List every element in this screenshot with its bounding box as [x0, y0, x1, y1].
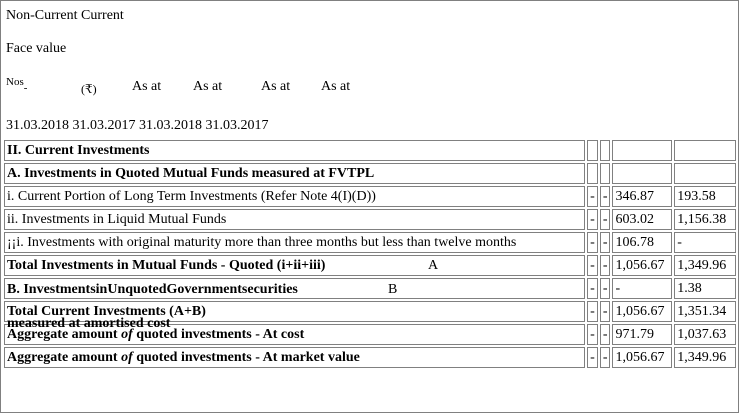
- cell-noncurrent-2017: -: [599, 186, 611, 207]
- table-row: Aggregate amount of quoted investments -…: [4, 324, 736, 345]
- cell-current-2018: 971.79: [612, 324, 673, 345]
- cell-current-2017: [674, 163, 736, 184]
- header-as-at-4: As at: [321, 79, 351, 94]
- cell-current-2018: 603.02: [612, 209, 673, 230]
- row-label-line-2: measured at amortised cost: [7, 316, 171, 331]
- row-label: Aggregate amount of quoted investments -…: [4, 324, 586, 345]
- table-row: A. Investments in Quoted Mutual Funds me…: [4, 163, 736, 184]
- row-label-part: Aggregate amount: [7, 350, 122, 365]
- cell-noncurrent-2018: -: [587, 232, 598, 253]
- cell-noncurrent-2017: [599, 140, 611, 161]
- cell-noncurrent-2017: [599, 163, 611, 184]
- cell-noncurrent-2017: -: [599, 209, 611, 230]
- row-label: ii. Investments in Liquid Mutual Funds: [4, 209, 586, 230]
- table-row: Total Current Investments (A+B) - - 1,05…: [4, 301, 736, 322]
- row-label: A. Investments in Quoted Mutual Funds me…: [4, 163, 586, 184]
- cell-current-2018: -: [612, 278, 673, 299]
- cell-current-2017: 1,351.34: [674, 301, 736, 322]
- row-label-part: quoted investments - At market value: [132, 350, 360, 365]
- cell-current-2018: [612, 140, 673, 161]
- table-row: ii. Investments in Liquid Mutual Funds -…: [4, 209, 736, 230]
- row-label-line-1: B. InvestmentsinUnquotedGovernmentsecuri…: [7, 282, 298, 297]
- cell-current-2018: 1,056.67: [612, 255, 673, 276]
- header-as-at-2: As at: [193, 79, 223, 94]
- header-as-at-1: As at: [132, 79, 162, 94]
- table-row: II. Current Investments: [4, 140, 736, 161]
- investments-table: II. Current Investments A. Investments i…: [2, 138, 738, 370]
- cell-current-2017: 1,349.96: [674, 347, 736, 368]
- row-label: ¡¡i. Investments with original maturity …: [4, 232, 586, 253]
- row-letter-a: A: [428, 258, 439, 273]
- row-label: II. Current Investments: [4, 140, 586, 161]
- row-letter-b: B: [388, 282, 398, 297]
- cell-noncurrent-2017: -: [599, 255, 611, 276]
- row-label-wrap: Total Investments in Mutual Funds - Quot…: [7, 256, 582, 275]
- header-line-2: Face value: [6, 41, 67, 56]
- cell-current-2017: [674, 140, 736, 161]
- cell-current-2018: 1,056.67: [612, 301, 673, 322]
- row-label-unquoted: B. InvestmentsinUnquotedGovernmentsecuri…: [4, 278, 586, 331]
- header-nos: Nos-: [6, 76, 28, 94]
- cell-current-2017: 193.58: [674, 186, 736, 207]
- cell-noncurrent-2017: -: [599, 301, 611, 322]
- header-dates: 31.03.2018 31.03.2017 31.03.2018 31.03.2…: [6, 118, 269, 133]
- cell-noncurrent-2017: -: [599, 232, 611, 253]
- row-label-part: quoted investments - At cost: [132, 327, 305, 342]
- cell-current-2017: 1,156.38: [674, 209, 736, 230]
- row-label: Aggregate amount of quoted investments -…: [4, 347, 586, 368]
- row-label-part-italic: of: [121, 350, 133, 365]
- table-row: B. InvestmentsinUnquotedGovernmentsecuri…: [4, 278, 736, 331]
- table-row: ¡¡i. Investments with original maturity …: [4, 232, 736, 253]
- cell-noncurrent-2018: [587, 163, 598, 184]
- cell-current-2017: -: [674, 232, 736, 253]
- cell-noncurrent-2017: -: [599, 324, 611, 345]
- row-label: Total Current Investments (A+B): [4, 301, 586, 322]
- cell-current-2018: 106.78: [612, 232, 673, 253]
- table-header-block: Non-Current Current Face value Nos- (₹) …: [6, 1, 731, 138]
- cell-current-2017: 1,037.63: [674, 324, 736, 345]
- table-row: i. Current Portion of Long Term Investme…: [4, 186, 736, 207]
- cell-noncurrent-2017: -: [599, 347, 611, 368]
- cell-noncurrent-2018: -: [587, 209, 598, 230]
- cell-current-2018: [612, 163, 673, 184]
- cell-current-2017: 1.38: [674, 278, 736, 299]
- row-label-part-italic: of: [121, 327, 133, 342]
- cell-noncurrent-2018: -: [587, 255, 598, 276]
- row-label-total-quoted: Total Investments in Mutual Funds - Quot…: [4, 255, 586, 276]
- header-currency: (₹): [81, 82, 97, 96]
- cell-noncurrent-2018: -: [587, 324, 598, 345]
- cell-noncurrent-2018: -: [587, 347, 598, 368]
- row-label-text: Total Investments in Mutual Funds - Quot…: [7, 258, 326, 273]
- table-row: Aggregate amount of quoted investments -…: [4, 347, 736, 368]
- row-label-part: Aggregate amount: [7, 327, 122, 342]
- cell-current-2017: 1,349.96: [674, 255, 736, 276]
- cell-noncurrent-2017: -: [599, 278, 611, 299]
- cell-noncurrent-2018: -: [587, 301, 598, 322]
- cell-current-2018: 1,056.67: [612, 347, 673, 368]
- cell-current-2018: 346.87: [612, 186, 673, 207]
- header-line-1: Non-Current Current: [6, 8, 124, 23]
- cell-noncurrent-2018: [587, 140, 598, 161]
- row-label: i. Current Portion of Long Term Investme…: [4, 186, 586, 207]
- table-row: Total Investments in Mutual Funds - Quot…: [4, 255, 736, 276]
- header-as-at-3: As at: [261, 79, 291, 94]
- cell-noncurrent-2018: -: [587, 186, 598, 207]
- cell-noncurrent-2018: -: [587, 278, 598, 299]
